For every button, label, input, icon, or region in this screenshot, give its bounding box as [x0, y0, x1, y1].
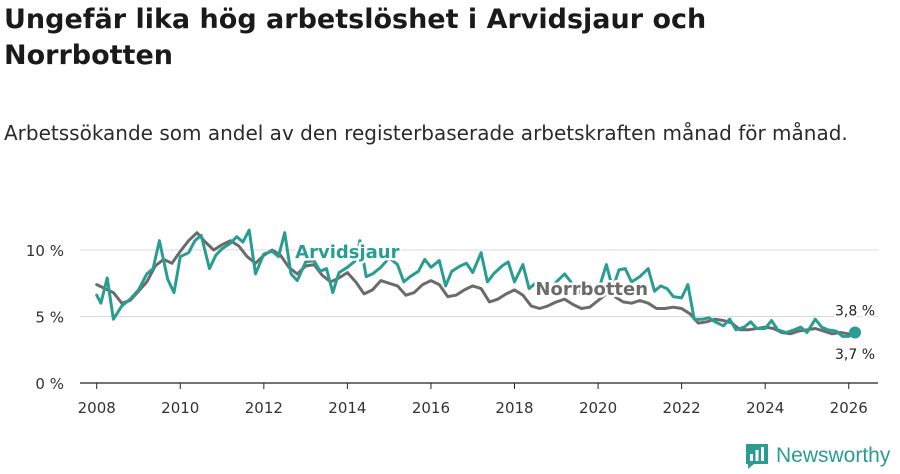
series-layer — [95, 228, 862, 339]
y-tick-label: 10 % — [26, 242, 64, 260]
series-label-norrbotten-halo: Norrbotten — [535, 279, 648, 300]
x-tick-label: 2022 — [663, 399, 701, 417]
y-tick-label: 5 % — [35, 309, 64, 327]
series-line-norrbotten — [95, 231, 857, 336]
chart-subtitle: Arbetssökande som andel av den registerb… — [4, 121, 848, 145]
end-value-norrbotten: 3,7 % — [835, 347, 875, 363]
x-tick-label: 2014 — [328, 399, 366, 417]
line-chart: 0 %5 %10 % 2008 2010 2012 2014 2016 2018 2020 2… — [26, 228, 878, 417]
x-tick-label: 2010 — [161, 399, 199, 417]
x-tick-label: 2008 — [78, 399, 116, 417]
end-value-arvidsjaur-halo: 3,8 % — [835, 303, 875, 319]
x-tick-label: 2012 — [245, 399, 283, 417]
brand-name: Newsworthy — [776, 444, 891, 467]
series-label-arvidsjaur: Arvidsjaur — [295, 242, 399, 263]
end-marker-arvidsjaur — [849, 326, 862, 339]
x-tick-label: 2016 — [412, 399, 450, 417]
x-tick-label: 2026 — [830, 399, 868, 417]
series-label-norrbotten: Norrbotten — [535, 279, 648, 300]
bar-chart-logo-icon — [746, 444, 768, 469]
x-tick-label: 2018 — [495, 399, 533, 417]
gridlines: 0 % 5 % 10 % — [26, 242, 878, 393]
end-value-arvidsjaur: 3,8 % — [835, 303, 875, 319]
series-labels: ArvidsjaurArvidsjaurNorrbottenNorrbotten… — [293, 239, 877, 364]
y-tick-label: 0 % — [35, 375, 64, 393]
x-tick-label: 2024 — [746, 399, 784, 417]
end-value-norrbotten-halo: 3,7 % — [835, 347, 875, 363]
newsworthy-logo: Newsworthy — [744, 440, 890, 472]
series-label-arvidsjaur-halo: Arvidsjaur — [295, 242, 399, 263]
x-tick-label: 2020 — [579, 399, 617, 417]
series-line-arvidsjaur — [95, 228, 857, 338]
chart-title: Ungefär lika hög arbetslöshet i Arvidsja… — [4, 4, 707, 71]
x-axis: 2008 2010 2012 2014 2016 2018 2020 2022 2024 2026 — [78, 383, 868, 417]
